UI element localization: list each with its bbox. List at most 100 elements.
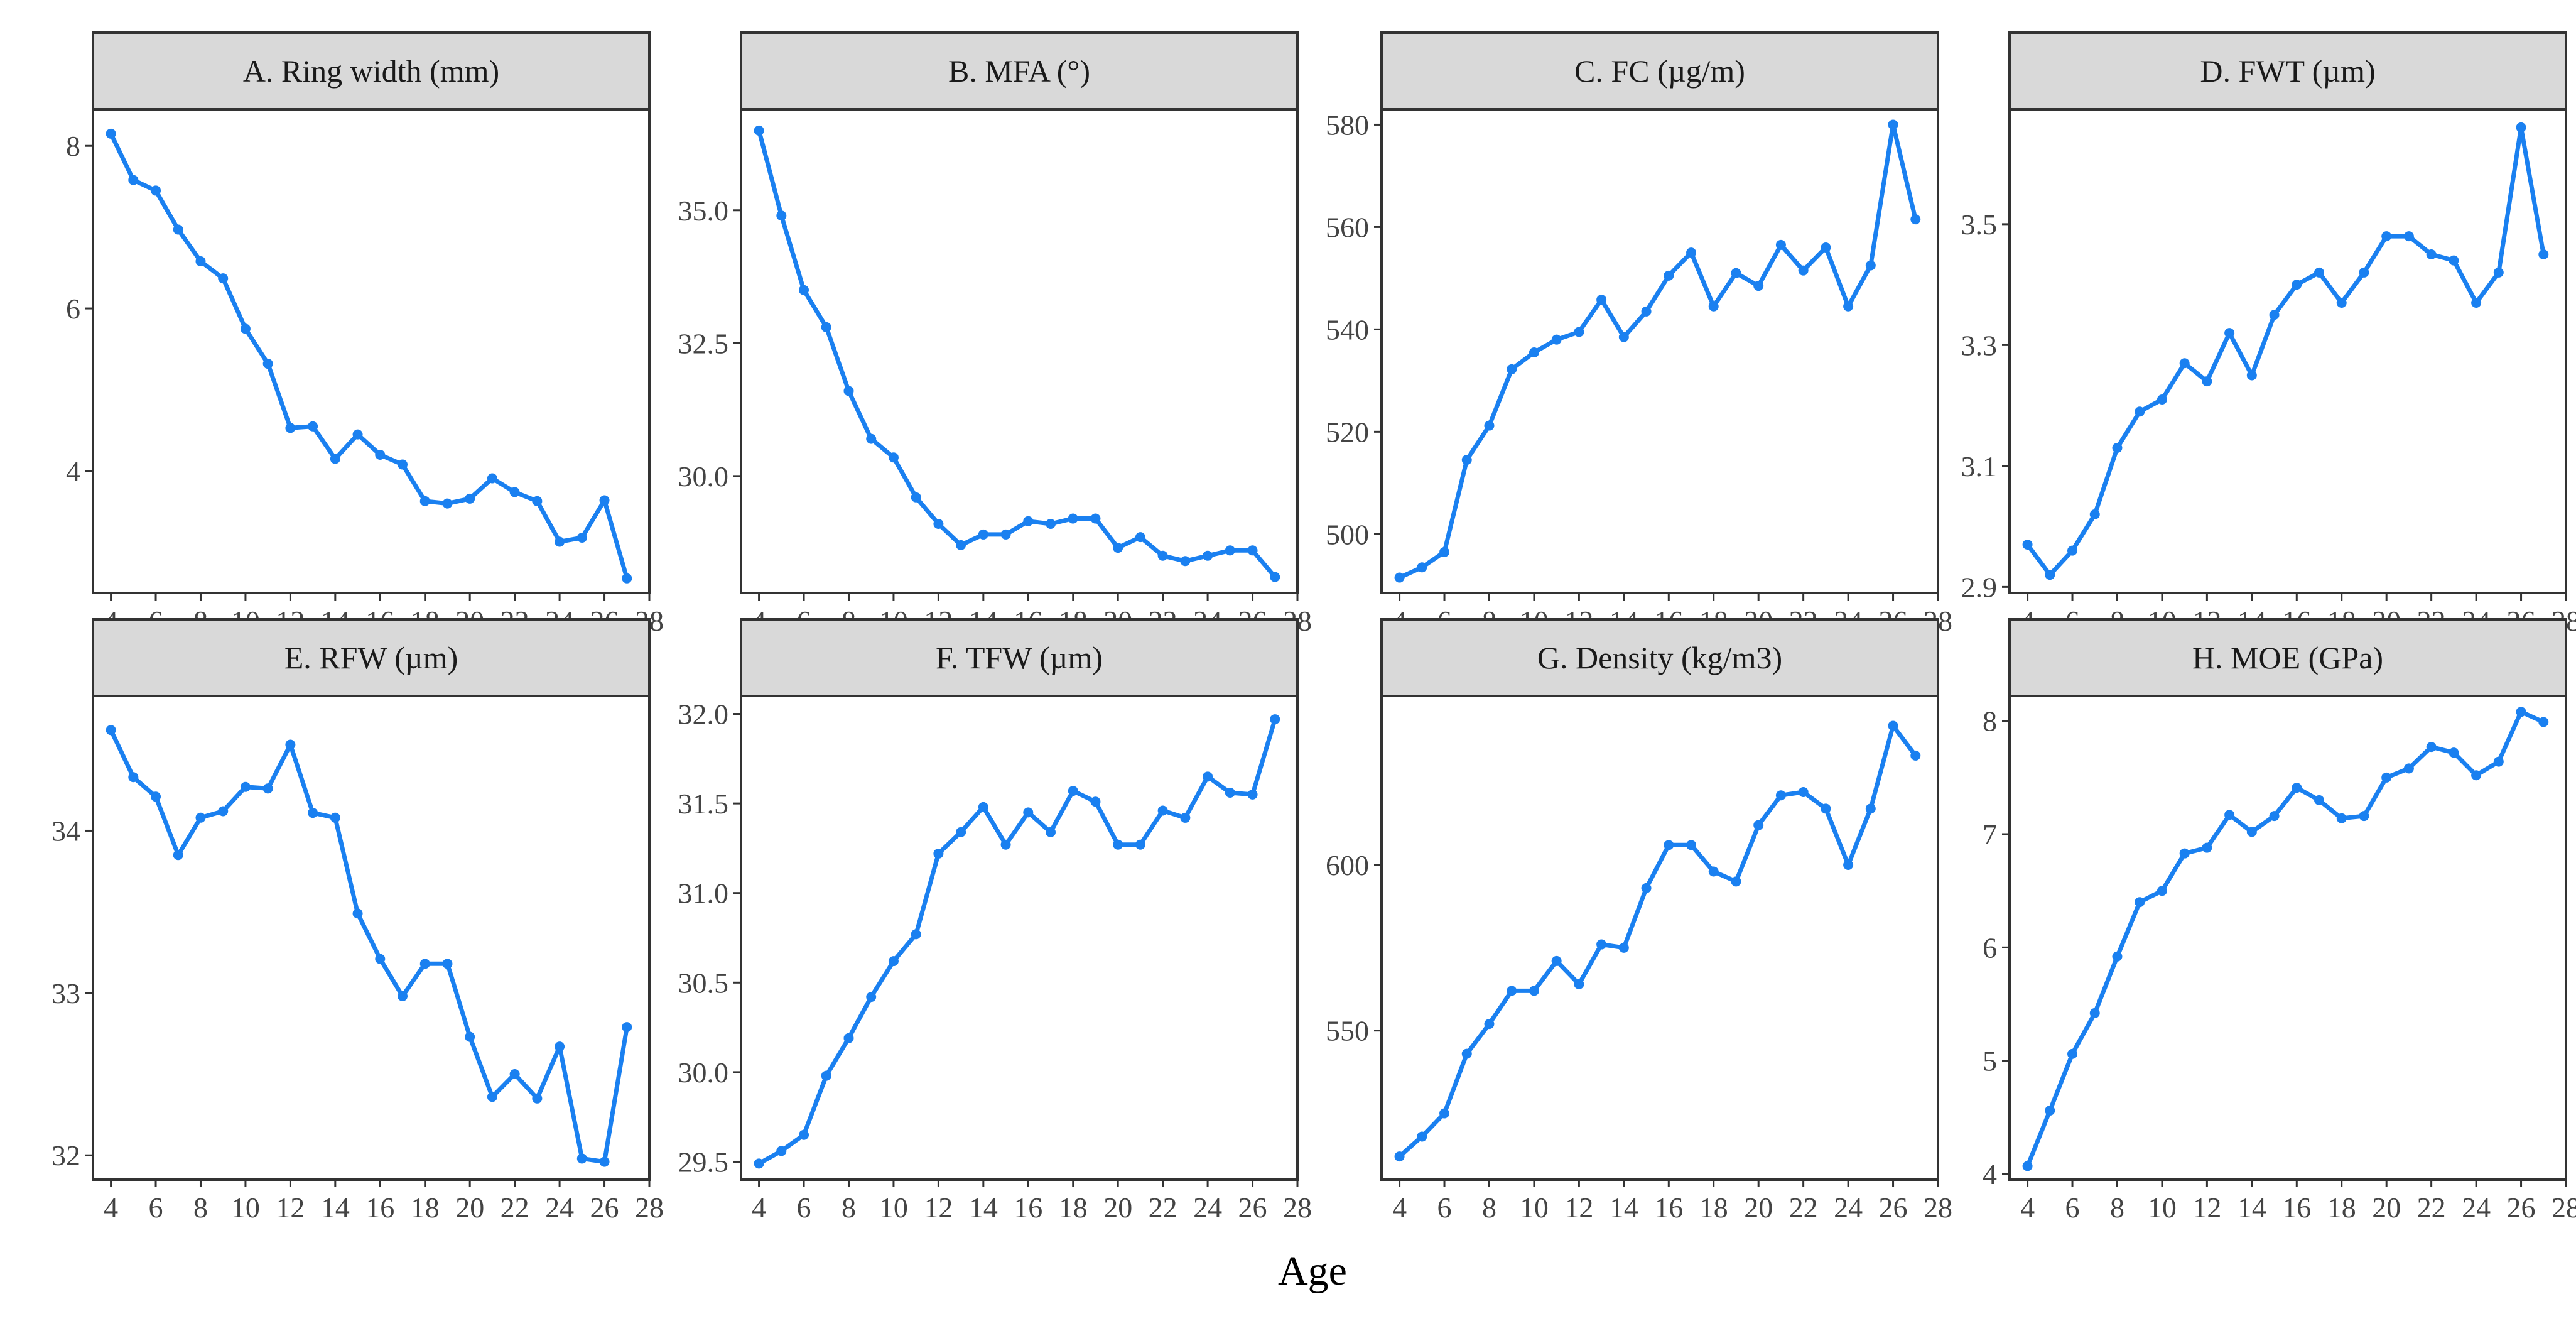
data-point — [1888, 119, 1898, 130]
x-tick-label: 26 — [2507, 1192, 2536, 1224]
panel-title: G. Density (kg/m3) — [1537, 640, 1782, 675]
panel-frame — [92, 108, 651, 594]
x-tick-label: 16 — [2282, 1192, 2311, 1224]
data-point — [2403, 763, 2414, 774]
series-line — [109, 727, 629, 1165]
series-line — [1397, 724, 1918, 1159]
x-tick-label: 24 — [2462, 1192, 2491, 1224]
chart-panel: G. Density (kg/m3) 550 600 4 6 8 10 12 14 16 18 20 2… — [1326, 618, 1952, 1224]
y-tick-label: 31.0 — [678, 878, 729, 910]
data-point — [1484, 1019, 1495, 1030]
data-point — [2471, 298, 2482, 308]
data-point — [509, 487, 520, 497]
data-point — [956, 540, 966, 550]
data-point — [2538, 717, 2549, 727]
data-point — [173, 224, 183, 235]
y-tick-label: 31.5 — [678, 788, 729, 820]
data-point — [1270, 572, 1280, 582]
x-tick-label: 16 — [1654, 1192, 1683, 1224]
y-tick-label: 6 — [1983, 932, 1997, 964]
data-point — [1708, 866, 1719, 877]
data-point — [1641, 306, 1652, 317]
panel-title: B. MFA (°) — [948, 53, 1090, 89]
data-point — [911, 492, 921, 503]
data-point — [465, 493, 475, 504]
x-tick-label: 22 — [2417, 1192, 2446, 1224]
y-tick-label: 30.0 — [678, 1057, 729, 1089]
data-point — [599, 495, 610, 506]
y-tick-label: 34 — [51, 815, 80, 847]
data-point — [2426, 249, 2437, 259]
chart-panel: D. FWT (µm)2.93.13.33.546810121416182022… — [1961, 31, 2576, 637]
data-point — [888, 452, 899, 463]
data-point — [2516, 707, 2526, 717]
x-tick-label: 14 — [1610, 1192, 1638, 1224]
data-point — [1574, 327, 1584, 337]
panel-title: E. RFW (µm) — [284, 640, 458, 675]
data-point — [1910, 750, 1921, 761]
y-tick-label: 540 — [1326, 313, 1369, 345]
panel-frame — [2008, 108, 2567, 594]
x-tick-label: 4 — [752, 1192, 766, 1224]
data-point — [1507, 364, 1517, 374]
data-point — [1417, 1131, 1427, 1142]
y-tick-label: 560 — [1326, 211, 1369, 243]
chart-panel: F. TFW (µm) 29.5 30.0 30.5 31.0 31.5 32.0 4 6 8 10… — [678, 618, 1312, 1224]
data-point — [1574, 979, 1584, 989]
panel-frame — [740, 695, 1299, 1181]
data-point — [2067, 1048, 2078, 1059]
y-tick-label: 30.0 — [678, 460, 729, 492]
data-point — [2538, 249, 2549, 259]
data-point — [1394, 1151, 1405, 1162]
data-point — [352, 429, 363, 440]
data-point — [218, 273, 229, 284]
x-tick-label: 16 — [1014, 1192, 1042, 1224]
chart-panel: C. FC (µg/m)5005205405605804681012141618… — [1326, 31, 1952, 637]
data-point — [419, 496, 430, 506]
data-point — [262, 783, 273, 794]
data-point — [106, 128, 116, 139]
y-tick-label: 2.9 — [1961, 571, 1998, 603]
data-point — [1888, 720, 1898, 731]
data-point — [1821, 803, 1831, 814]
data-point — [1090, 513, 1101, 524]
data-point — [1090, 796, 1101, 807]
panel-title: A. Ring width (mm) — [243, 53, 499, 89]
data-point — [240, 781, 251, 792]
data-point — [1023, 516, 1034, 526]
series-line — [2025, 125, 2546, 577]
data-point — [262, 359, 273, 369]
y-tick-label: 4 — [66, 455, 80, 487]
data-point — [1641, 883, 1652, 893]
y-tick-label: 32.0 — [678, 698, 729, 731]
data-point — [1439, 546, 1450, 557]
data-point — [1461, 1048, 1472, 1059]
data-point — [555, 1041, 565, 1052]
data-point — [1664, 270, 1674, 281]
data-point — [1000, 839, 1011, 850]
x-tick-label: 18 — [1059, 1192, 1088, 1224]
strip-background — [740, 618, 1299, 697]
data-point — [106, 725, 116, 736]
data-point — [1618, 942, 1629, 953]
data-point — [1731, 268, 1741, 278]
data-point — [285, 739, 296, 750]
y-tick-label: 600 — [1326, 849, 1369, 881]
panel-title: F. TFW (µm) — [936, 640, 1103, 675]
facet-panels: A. Ring width (mm)4684681012141618202224… — [51, 31, 2576, 1224]
data-point — [1821, 242, 1831, 253]
data-point — [2449, 747, 2459, 758]
panel-frame — [740, 108, 1299, 594]
data-point — [2179, 358, 2190, 369]
data-point — [843, 1033, 854, 1043]
data-point — [956, 827, 966, 837]
data-point — [2022, 1161, 2033, 1171]
data-point — [487, 473, 497, 484]
x-tick-label: 22 — [1149, 1192, 1177, 1224]
panel-frame — [1380, 695, 1939, 1181]
data-point — [1180, 556, 1191, 567]
data-point — [1157, 805, 1168, 816]
x-tick-label: 10 — [1520, 1192, 1549, 1224]
data-point — [2269, 811, 2280, 822]
data-point — [1023, 807, 1034, 818]
